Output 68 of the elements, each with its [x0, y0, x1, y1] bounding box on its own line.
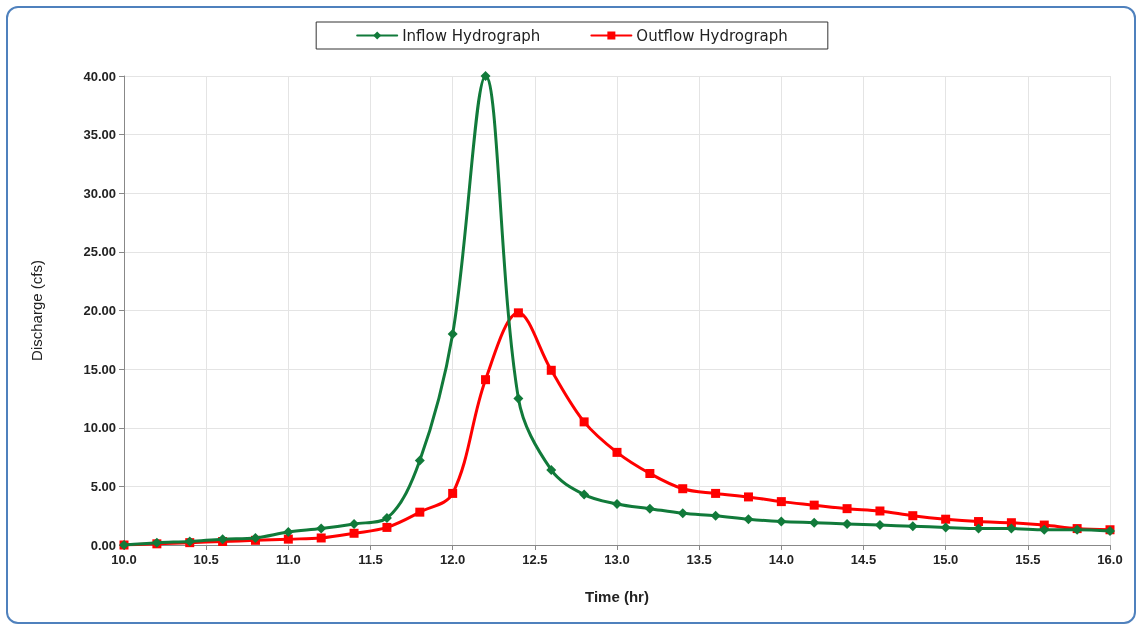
point — [513, 393, 524, 404]
point — [381, 513, 392, 524]
point — [579, 417, 589, 427]
point — [546, 464, 557, 475]
x-tick-label: 15.5 — [1015, 552, 1041, 567]
point — [349, 528, 359, 538]
y-tick-label: 40.00 — [83, 68, 116, 84]
point — [644, 503, 655, 514]
x-tick-label: 12.5 — [522, 552, 548, 567]
point — [1039, 524, 1050, 535]
x-tick-label: 10.5 — [193, 552, 219, 567]
point — [907, 521, 918, 532]
y-tick-label: 0.00 — [90, 537, 116, 553]
point — [677, 508, 688, 519]
point — [349, 518, 360, 529]
point — [908, 511, 918, 521]
point — [415, 507, 425, 517]
x-tick-label: 13.5 — [686, 552, 712, 567]
point — [480, 71, 491, 81]
y-tick-label: 25.00 — [83, 244, 116, 260]
point — [612, 498, 622, 509]
point — [448, 488, 458, 498]
x-tick-label: 12.0 — [440, 552, 466, 567]
x-tick-label: 16.0 — [1097, 552, 1123, 567]
point — [711, 488, 721, 498]
point — [809, 517, 820, 528]
x-tick-label: 15.0 — [933, 552, 959, 567]
point — [940, 522, 951, 533]
point — [645, 468, 655, 478]
point — [546, 365, 556, 375]
point — [316, 523, 327, 534]
point — [579, 489, 590, 500]
x-tick-label: 11.0 — [276, 552, 301, 567]
point — [743, 514, 754, 525]
y-tick-label: 5.00 — [90, 478, 116, 494]
legend-label: Outflow Hydrograph — [636, 26, 788, 45]
legend-label: Inflow Hydrograph — [402, 26, 541, 45]
point — [513, 308, 523, 318]
x-tick-label: 10.0 — [111, 552, 137, 567]
x-tick-label: 13.0 — [604, 552, 630, 567]
x-axis-title: Time (hr) — [585, 588, 649, 605]
point — [710, 510, 721, 521]
point — [974, 517, 984, 527]
y-tick-label: 15.00 — [83, 361, 116, 377]
point — [743, 492, 753, 502]
x-tick-label: 14.5 — [850, 552, 877, 567]
point — [447, 328, 458, 339]
point — [875, 506, 885, 516]
point — [809, 500, 819, 510]
point — [612, 447, 622, 457]
point — [941, 514, 951, 524]
point — [481, 375, 491, 385]
point — [414, 455, 425, 466]
point — [316, 533, 326, 543]
point — [842, 504, 852, 514]
point — [776, 497, 786, 507]
point — [283, 534, 293, 544]
y-axis-title: Discharge (cfs) — [28, 260, 45, 361]
y-tick-label: 35.00 — [83, 127, 116, 143]
y-tick-label: 20.00 — [83, 303, 116, 318]
point — [776, 516, 787, 527]
x-tick-label: 11.5 — [358, 552, 383, 567]
point — [382, 522, 392, 532]
y-tick-label: 30.00 — [83, 185, 116, 201]
x-tick-label: 14.0 — [768, 552, 794, 567]
y-tick-label: 10.00 — [83, 420, 116, 436]
point — [283, 527, 294, 538]
point — [678, 484, 688, 494]
